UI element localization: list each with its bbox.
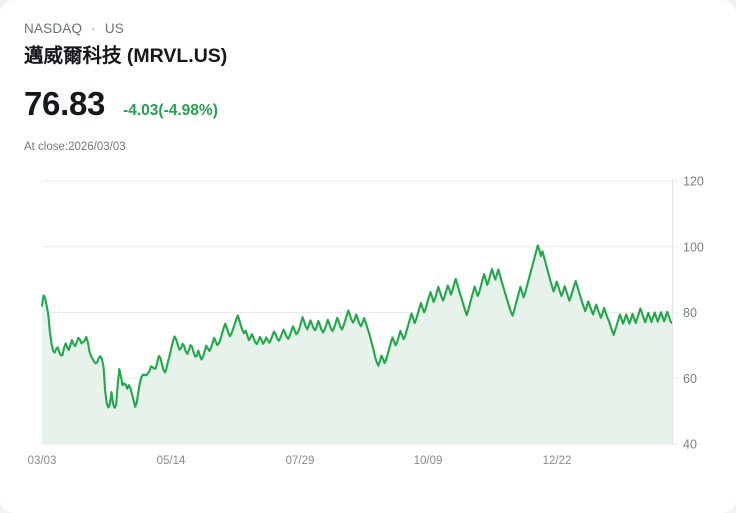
y-axis-tick-label: 100 <box>683 240 704 254</box>
x-axis-tick-label: 10/09 <box>414 455 443 467</box>
quote-header: NASDAQ · US 邁威爾科技 (MRVL.US) 76.83 -4.03(… <box>24 20 684 155</box>
y-axis-labels: 40 60 80 100 120 <box>683 175 704 452</box>
price-area-fill <box>42 245 672 444</box>
x-axis-tick-label: 03/03 <box>28 455 57 467</box>
page-title: 邁威爾科技 (MRVL.US) <box>24 45 228 67</box>
x-axis-tick-label: 07/29 <box>286 455 315 467</box>
price-line <box>40 244 674 409</box>
y-axis-tick-label: 60 <box>683 372 697 386</box>
y-axis-tick-label: 40 <box>683 438 697 452</box>
separator-dot: · <box>91 21 96 36</box>
price-row: 76.83 -4.03(-4.98%) <box>24 86 684 122</box>
gridlines <box>42 180 678 445</box>
y-axis-tick-label: 80 <box>683 306 697 320</box>
x-axis-tick-label: 12/22 <box>543 455 572 467</box>
exchange-name: NASDAQ <box>24 21 83 36</box>
y-axis-tick-label: 120 <box>683 175 704 189</box>
x-axis-labels: 03/03 05/14 07/29 10/09 12/22 <box>28 455 572 467</box>
exchange-region-line: NASDAQ · US <box>24 20 684 38</box>
market-status-note: At close:2026/03/03 <box>24 141 126 153</box>
price-change: -4.03(-4.98%) <box>123 102 218 119</box>
last-price: 76.83 <box>24 85 106 122</box>
region-name: US <box>104 21 124 36</box>
x-axis-tick-label: 05/14 <box>157 455 186 467</box>
